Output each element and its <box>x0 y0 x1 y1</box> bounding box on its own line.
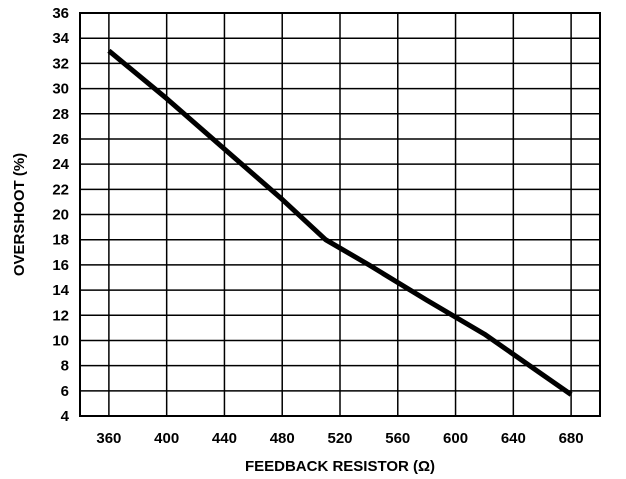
x-tick-label: 480 <box>270 430 295 447</box>
x-tick-label: 360 <box>96 430 121 447</box>
y-tick-label: 6 <box>61 383 69 400</box>
y-tick-label: 18 <box>52 232 69 249</box>
plot-frame <box>79 12 601 417</box>
x-tick-label: 400 <box>154 430 179 447</box>
y-tick-label: 22 <box>52 181 69 198</box>
y-tick-label: 12 <box>52 307 69 324</box>
y-tick-label: 4 <box>61 408 70 425</box>
y-axis-label: OVERSHOOT (%) <box>11 153 28 276</box>
x-tick-label: 640 <box>501 430 526 447</box>
grid <box>80 13 600 416</box>
y-tick-label: 26 <box>52 131 69 148</box>
x-axis-label: FEEDBACK RESISTOR (Ω) <box>245 458 435 475</box>
series-group <box>107 48 573 397</box>
y-tick-label: 16 <box>52 257 69 274</box>
y-tick-label: 14 <box>52 282 69 299</box>
y-tick-label: 28 <box>52 106 69 123</box>
x-tick-labels: 360 400 440 480 520 560 600 640 680 <box>96 430 583 447</box>
x-tick-label: 600 <box>443 430 468 447</box>
y-tick-label: 34 <box>52 30 69 47</box>
y-tick-label: 24 <box>52 156 69 173</box>
y-tick-label: 8 <box>61 358 69 375</box>
y-tick-label: 30 <box>52 81 69 98</box>
y-tick-label: 20 <box>52 207 69 224</box>
x-tick-label: 520 <box>327 430 352 447</box>
y-tick-label: 10 <box>52 332 69 349</box>
y-tick-label: 32 <box>52 55 69 72</box>
y-tick-labels: 4 6 8 10 12 14 16 18 20 22 24 26 28 30 32 34 36 <box>52 5 69 425</box>
x-tick-label: 560 <box>385 430 410 447</box>
x-tick-label: 680 <box>559 430 584 447</box>
x-tick-label: 440 <box>212 430 237 447</box>
y-tick-label: 36 <box>52 5 69 22</box>
overshoot-line <box>107 48 573 397</box>
